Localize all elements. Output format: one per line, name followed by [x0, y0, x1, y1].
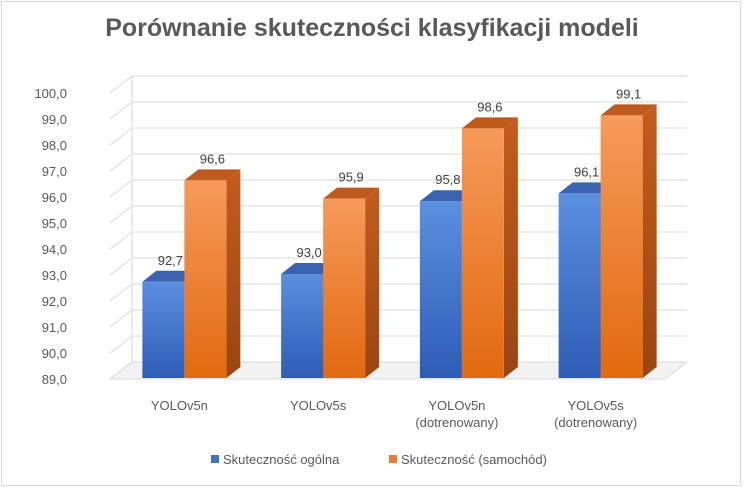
data-label: 99,1: [616, 86, 641, 101]
data-label: 95,8: [435, 172, 460, 187]
y-tick-label: 97,0: [42, 164, 67, 179]
category-label: YOLOv5s: [290, 398, 347, 413]
data-label: 96,6: [200, 151, 225, 166]
gridline-depth: [109, 205, 133, 224]
gridline-depth: [109, 75, 133, 94]
y-tick-label: 93,0: [42, 268, 67, 283]
category-label: YOLOv5n: [151, 398, 208, 413]
data-label: 95,9: [338, 170, 363, 185]
legend: Skuteczność ogólna Skuteczność (samochód): [211, 452, 547, 467]
bar-top: [184, 169, 241, 181]
gridline-depth: [109, 257, 133, 276]
bar-top: [323, 187, 380, 199]
y-tick-label: 94,0: [42, 242, 67, 257]
legend-swatch: [389, 455, 397, 463]
chart-floor: [108, 361, 689, 380]
gridline-depth: [109, 309, 133, 328]
bar: [184, 180, 227, 378]
y-tick-label: 99,0: [42, 112, 67, 127]
bar-top: [461, 117, 518, 129]
gridline-depth: [109, 179, 133, 198]
gridline-depth: [109, 335, 133, 354]
gridline-depth: [109, 153, 133, 172]
chart-title: Porównanie skuteczności klasyfikacji mod…: [105, 14, 639, 42]
gridline-depth: [109, 231, 133, 250]
data-label: 96,1: [574, 164, 599, 179]
y-tick-label: 96,0: [42, 190, 67, 205]
legend-label: Skuteczność (samochód): [401, 452, 547, 467]
bar: [419, 201, 462, 378]
bar-side: [503, 117, 518, 379]
y-tick-label: 98,0: [42, 138, 67, 153]
bar: [142, 281, 185, 378]
category-label: (dotrenowany): [415, 415, 498, 430]
data-label: 98,6: [477, 99, 502, 114]
gridline-depth: [109, 101, 133, 120]
bar: [461, 128, 504, 378]
y-axis: 89,0 90,0 91,0 92,0 93,0 94,0 95,0 96,0 97,0 98,0…: [34, 86, 67, 387]
data-label: 93,0: [296, 245, 321, 260]
y-tick-label: 100,0: [34, 86, 67, 101]
bar-top: [600, 104, 657, 116]
data-label: 92,7: [158, 253, 183, 268]
bar: [600, 115, 643, 379]
category-label: (dotrenowany): [554, 415, 637, 430]
bar: [281, 274, 324, 378]
y-tick-label: 90,0: [42, 346, 67, 361]
gridline-depth: [109, 283, 133, 302]
x-axis-labels: YOLOv5n YOLOv5s YOLOv5n (dotrenowany) YOLOv5…: [151, 398, 637, 430]
bars: [142, 104, 657, 379]
category-label: YOLOv5n: [428, 398, 485, 413]
category-label: YOLOv5s: [567, 398, 624, 413]
legend-swatch: [211, 455, 219, 463]
data-labels: 92,7 96,6 93,0 95,9 95,8 98,6 96,1 99,1: [158, 86, 642, 267]
legend-label: Skuteczność ogólna: [223, 452, 340, 467]
y-tick-label: 91,0: [42, 320, 67, 335]
y-tick-label: 92,0: [42, 294, 67, 309]
gridline-depth: [109, 127, 133, 146]
bar-side: [642, 104, 657, 379]
bar: [558, 193, 601, 378]
bar-side: [365, 187, 380, 378]
y-tick-label: 89,0: [42, 372, 67, 387]
bar: [323, 198, 366, 378]
bar-side: [226, 169, 241, 378]
y-tick-label: 95,0: [42, 216, 67, 231]
